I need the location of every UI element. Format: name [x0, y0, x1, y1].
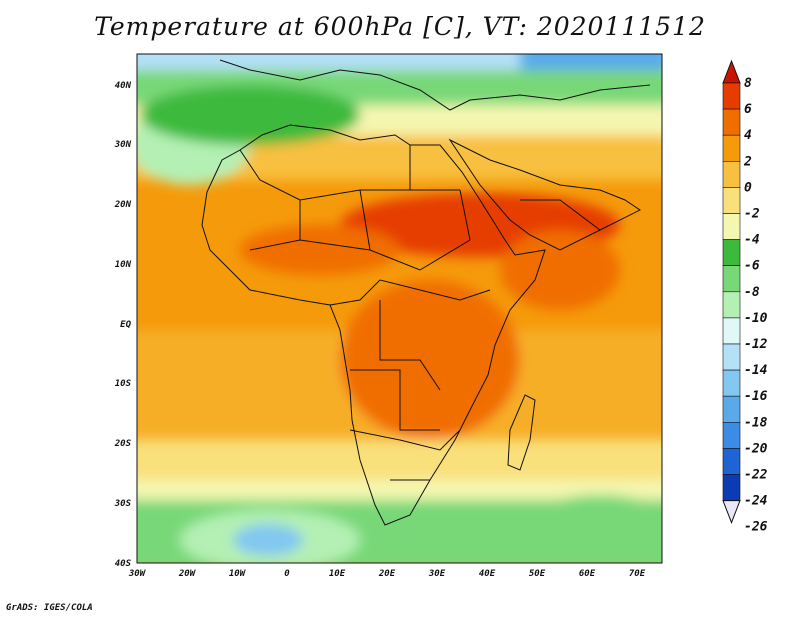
colorbar-label: -16 — [744, 389, 768, 404]
lon-label: 10W — [229, 569, 247, 579]
country-borders — [201, 59, 651, 526]
lat-label: 30S — [114, 499, 132, 509]
lon-axis: 30W 20W 10W 0 10E 20E 30E 40E 50E 60E 70… — [128, 569, 646, 579]
colorbar-segment — [722, 161, 741, 188]
colorbar-segment — [722, 369, 741, 397]
colorbar-top-arrow — [722, 59, 741, 84]
lon-label: 30E — [428, 569, 446, 579]
colorbar: 8 6 4 2 0 -2 -4 -6 -8 -10 -12 -14 -16 -18 -20 -22 -24 -26 — [722, 59, 768, 535]
lon-label: 70E — [629, 569, 646, 579]
arabia-coastline — [448, 138, 641, 251]
colorbar-segment — [722, 395, 741, 423]
colorbar-segment — [722, 317, 741, 345]
africa-coastline — [201, 124, 546, 526]
lat-label: 40S — [115, 559, 132, 569]
colorbar-label: -2 — [744, 207, 760, 222]
lon-label: 30W — [128, 569, 147, 579]
lon-label: 40E — [479, 569, 496, 579]
lat-axis: 40N 30N 20N 10N EQ 10S 20S 30S 40S — [114, 81, 132, 569]
colorbar-label: -14 — [744, 363, 768, 378]
madagascar-coastline — [507, 394, 536, 471]
borders-south — [349, 199, 601, 481]
colorbar-segment — [722, 291, 741, 319]
lon-label: 20W — [178, 569, 197, 579]
colorbar-label: -18 — [744, 415, 768, 430]
colorbar-label: -22 — [744, 468, 768, 483]
temperature-field — [137, 54, 662, 563]
colorbar-segment — [722, 265, 741, 293]
lat-label: 20N — [114, 200, 132, 210]
lon-label: 60E — [579, 569, 596, 579]
lat-label: EQ — [120, 320, 131, 330]
colorbar-label: -8 — [744, 285, 760, 300]
colorbar-label: 4 — [744, 128, 752, 143]
colorbar-label: 6 — [744, 102, 752, 117]
colorbar-label: -10 — [744, 311, 768, 326]
colorbar-segment — [722, 187, 741, 214]
colorbar-segment — [722, 421, 741, 449]
colorbar-label: -24 — [744, 494, 768, 509]
colorbar-label: -4 — [744, 233, 760, 248]
colorbar-label: 8 — [744, 76, 752, 91]
colorbar-segment — [722, 474, 741, 501]
lon-label: 50E — [529, 569, 546, 579]
lat-label: 40N — [115, 81, 132, 91]
colorbar-label: -12 — [744, 337, 768, 352]
colorbar-segment — [722, 108, 741, 136]
colorbar-label: -6 — [744, 259, 760, 274]
lon-label: 20E — [378, 569, 396, 579]
colorbar-segment — [722, 134, 741, 162]
lat-label: 20S — [114, 439, 132, 449]
map-title: Temperature at 600hPa [C], VT: 202011151… — [94, 12, 706, 41]
colorbar-label: -26 — [744, 520, 768, 535]
europe-coastline — [219, 59, 651, 111]
colorbar-label: 2 — [743, 154, 752, 169]
borders-central — [249, 239, 491, 431]
colorbar-label: -20 — [744, 441, 768, 456]
lat-label: 10N — [115, 260, 132, 270]
colorbar-bottom-arrow — [722, 500, 741, 524]
lon-label: 10E — [329, 569, 346, 579]
lat-label: 10S — [115, 379, 132, 389]
colorbar-label: 0 — [744, 180, 752, 195]
colorbar-segment — [722, 343, 741, 371]
colorbar-segment — [722, 448, 741, 475]
colorbar-segment — [722, 213, 741, 240]
colorbar-segment — [722, 239, 741, 267]
lon-label: 0 — [284, 569, 290, 579]
map-frame — [136, 53, 663, 564]
lat-label: 30N — [114, 140, 132, 150]
grads-credit: GrADS: IGES/COLA — [6, 603, 93, 613]
borders-north — [239, 145, 471, 251]
colorbar-segment — [722, 82, 741, 110]
